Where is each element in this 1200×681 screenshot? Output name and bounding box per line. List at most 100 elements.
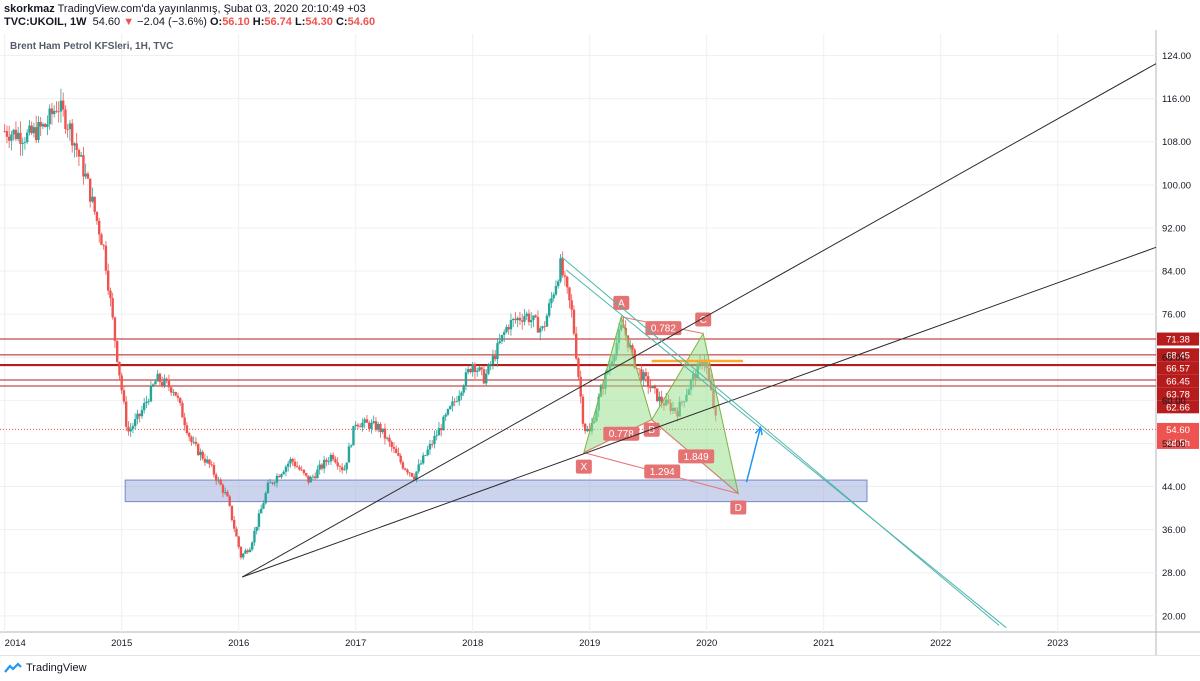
candle-body (73, 143, 76, 146)
candle-body (381, 428, 384, 433)
price-axis[interactable]: 124.00 116.00 108.00 100.00 92.00 84.00 76.00 6… (1162, 51, 1191, 622)
candle-body (340, 467, 344, 471)
candle-body (469, 369, 472, 373)
candle-body (93, 196, 96, 212)
chart-canvas[interactable]: 71.38 68.45 66.57 66.45 63.78 62.66 54.60 4d 5h… (0, 30, 1200, 655)
channel-line (565, 269, 1007, 629)
candle-body (464, 372, 468, 387)
candle-body (300, 469, 303, 471)
chart-header: skorkmaz TradingView.com'da yayınlanmış,… (0, 0, 1200, 30)
last-price-tag-label: 54.60 (1166, 425, 1190, 436)
candle-body (532, 315, 535, 320)
level-tag-label: 66.45 (1166, 376, 1190, 387)
candle-body (403, 468, 407, 470)
candle-body (313, 476, 317, 479)
candle-body (190, 436, 193, 443)
candle-body (248, 549, 252, 553)
ratio-badge (645, 321, 682, 336)
horizontal-levels[interactable]: 71.38 68.45 66.57 66.45 63.78 62.66 54.60 4d 5h (0, 332, 1199, 449)
pattern-point-label: B (648, 425, 655, 436)
time-tick-label: 2017 (345, 638, 366, 649)
candle-body (187, 433, 191, 437)
candle-body (478, 367, 481, 371)
candle-body (109, 290, 112, 299)
level-tag-label: 66.57 (1166, 363, 1190, 374)
candle-body (361, 422, 364, 428)
candle-body (653, 386, 657, 389)
candle-body (14, 129, 18, 140)
price-tick-label: 84.00 (1162, 267, 1186, 278)
candle-body (633, 349, 636, 368)
candle-body (104, 245, 108, 271)
time-axis[interactable]: 2014 2015 2016 2017 2018 2019 2020 2021 2022 2023 (5, 638, 1069, 649)
candle-body (201, 451, 204, 459)
time-tick-label: 2021 (813, 638, 834, 649)
candle-body (88, 178, 92, 202)
candle-body (399, 455, 402, 463)
candle-body (129, 428, 132, 432)
candle-body (39, 122, 42, 127)
candle-body (374, 421, 378, 430)
candle-body (651, 386, 654, 389)
candle-body (178, 397, 182, 404)
candle-body (138, 413, 141, 417)
candle-body (475, 370, 479, 372)
trend-lines[interactable] (241, 63, 1157, 629)
level-tag-label: 63.78 (1166, 389, 1190, 400)
candle-body (581, 396, 585, 424)
candle-body (280, 474, 283, 478)
candle-body (509, 320, 513, 330)
candle-body (658, 396, 661, 402)
candle-body (122, 390, 126, 402)
projection-arrow (745, 427, 762, 483)
candle-body (52, 110, 56, 115)
candle-body (516, 317, 519, 321)
candle-body (424, 455, 427, 457)
price-tick-label: 92.00 (1162, 223, 1186, 234)
candle-body (212, 465, 216, 475)
candle-body (66, 129, 69, 130)
time-tick-label: 2022 (930, 638, 951, 649)
candle-body (226, 491, 229, 497)
support-zone[interactable] (124, 479, 868, 503)
candle-body (574, 333, 578, 359)
candle-body (345, 462, 348, 470)
candle-body (145, 401, 148, 404)
candle-body (437, 428, 441, 436)
candle-body (268, 482, 272, 484)
candle-body (266, 482, 270, 494)
candle-body (217, 479, 220, 481)
candle-body (466, 369, 470, 373)
candle-body (293, 461, 297, 467)
ratio-label: 1.849 (684, 452, 709, 463)
candle-body (133, 419, 137, 427)
candle-body (154, 381, 157, 385)
price-tick-label: 108.00 (1162, 137, 1191, 148)
candle-body (559, 258, 562, 282)
candle-body (511, 318, 515, 321)
tradingview-logo[interactable]: TradingView (4, 662, 87, 674)
candle-body (505, 327, 508, 333)
ratio-label: 0.782 (651, 324, 676, 335)
candle-body (246, 550, 249, 553)
candle-body (239, 546, 243, 558)
projection-arrow-head (754, 425, 763, 436)
candle-body (282, 471, 285, 475)
candle-body (349, 445, 353, 447)
candle-body (367, 422, 371, 429)
candle-body (185, 425, 189, 434)
candle-body (433, 435, 436, 445)
candle-body (356, 424, 360, 427)
time-tick-label: 2016 (228, 638, 249, 649)
author-name[interactable]: skorkmaz (4, 3, 55, 15)
candle-body (25, 132, 29, 143)
candle-body (194, 441, 198, 445)
candle-body (68, 123, 72, 130)
candle-body (237, 536, 240, 547)
candle-body (271, 482, 274, 484)
candle-body (370, 422, 373, 429)
pattern-point-x (575, 459, 592, 474)
candle-body (412, 476, 416, 480)
candle-body (84, 173, 87, 177)
candle-body (37, 122, 40, 141)
